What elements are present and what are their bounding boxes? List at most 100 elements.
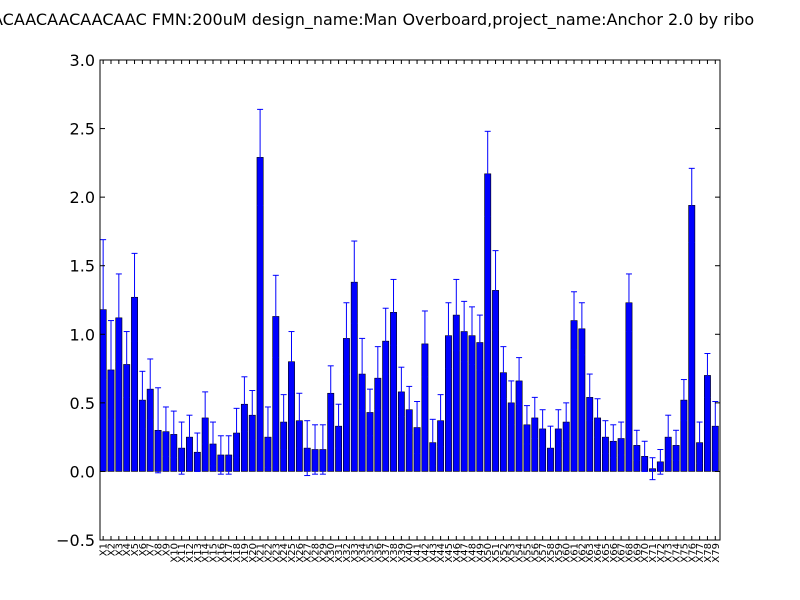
x-tick-label: X59	[554, 543, 565, 563]
error-bar-X19	[241, 376, 248, 433]
x-tick-label: X76	[687, 543, 698, 563]
x-tick-label: X3	[114, 543, 125, 556]
x-tick-label: X67	[617, 543, 628, 563]
error-bar-X5	[131, 252, 138, 342]
y-tick-label: 2.0	[70, 188, 95, 207]
error-bar-X47	[461, 300, 468, 363]
error-bar-X12	[186, 414, 193, 460]
error-bar-X45	[445, 302, 452, 370]
x-tick-label: X55	[522, 543, 533, 563]
x-tick-label: X72	[656, 543, 667, 563]
x-tick-label: X46	[452, 543, 463, 563]
error-bar-X46	[453, 278, 460, 352]
error-bar-X62	[578, 302, 585, 356]
error-bar-X29	[319, 424, 326, 475]
x-tick-label: X70	[640, 543, 651, 563]
bar-X50	[484, 173, 492, 472]
x-tick-label: X74	[672, 543, 683, 563]
error-bar-X66	[610, 424, 617, 459]
error-bar-X4	[123, 331, 130, 398]
error-bar-X74	[673, 429, 680, 461]
y-tick-label: 0.0	[70, 462, 95, 481]
error-bar-X23	[272, 274, 279, 359]
error-bar-X77	[696, 421, 703, 464]
y-tick-label: 0.5	[70, 394, 95, 413]
x-tick-label: X47	[460, 543, 471, 563]
error-bar-X33	[351, 240, 358, 324]
error-bar-X25	[288, 331, 295, 393]
error-bar-X75	[680, 379, 687, 422]
y-tick-label: 3.0	[70, 51, 95, 70]
x-tick-label: X24	[279, 543, 290, 563]
error-bar-X59	[555, 409, 562, 449]
x-tick-label: X14	[201, 543, 212, 563]
x-tick-label: X45	[444, 543, 455, 563]
error-bar-X68	[625, 273, 632, 333]
x-tick-label: X27	[303, 543, 314, 563]
x-tick-label: X77	[695, 543, 706, 563]
chart-title: ACAACAACAACAAC FMN:200uM design_name:Man…	[0, 10, 754, 30]
x-tick-label: X1	[99, 543, 110, 556]
error-bar-X38	[390, 278, 397, 346]
y-tick-label: −0.5	[56, 531, 95, 550]
error-bar-X6	[139, 370, 146, 430]
x-tick-label: X29	[318, 543, 329, 563]
x-tick-label: X51	[491, 543, 502, 563]
x-tick-label: X44	[436, 543, 447, 563]
x-tick-label: X33	[350, 543, 361, 563]
x-tick-label: X26	[295, 543, 306, 563]
error-bar-X22	[264, 406, 271, 468]
x-tick-label: X36	[373, 543, 384, 563]
x-tick-label: X66	[609, 543, 620, 563]
error-bar-X20	[249, 390, 256, 441]
x-tick-label: X31	[334, 543, 345, 563]
error-bar-X8	[155, 387, 162, 474]
x-tick-label: X6	[138, 543, 149, 556]
x-tick-label: X54	[515, 543, 526, 563]
error-bar-X7	[147, 358, 154, 420]
x-tick-label: X60	[562, 543, 573, 563]
error-bar-X48	[469, 306, 475, 365]
error-bar-X76	[688, 167, 695, 243]
y-tick-label: 1.5	[70, 257, 95, 276]
x-tick-label: X18	[232, 543, 243, 563]
error-bar-X14	[202, 391, 209, 445]
x-tick-label: X50	[483, 543, 494, 563]
y-axis: −0.5 0.0 0.5 1.0 1.5 2.0 2.5 3.0	[56, 51, 720, 550]
x-axis: X1X2X3X4X5X6X7X8X9X10X11X12X13X14X15X16X…	[99, 60, 722, 563]
error-bar-X26	[296, 392, 303, 449]
error-bar-X2	[107, 320, 114, 420]
error-bar-X17	[225, 435, 232, 475]
error-bar-X39	[398, 366, 405, 418]
error-bars-group	[100, 108, 719, 481]
error-bar-X40	[406, 385, 413, 434]
x-tick-label: X48	[468, 543, 479, 563]
y-tick-label: 2.5	[70, 120, 95, 139]
error-bar-X61	[571, 291, 578, 350]
x-tick-label: X34	[358, 543, 369, 563]
x-tick-label: X15	[209, 543, 220, 563]
x-tick-label: X16	[216, 543, 227, 563]
error-bar-X44	[437, 394, 444, 448]
error-bar-X18	[233, 407, 240, 459]
error-bar-X52	[500, 346, 507, 400]
error-bar-X53	[508, 380, 515, 426]
error-bar-X36	[374, 346, 381, 411]
error-bar-X78	[704, 352, 711, 398]
x-tick-label: X21	[256, 543, 267, 563]
error-bar-X16	[217, 435, 224, 475]
error-bar-X49	[476, 314, 483, 371]
error-bar-X9	[162, 406, 169, 457]
x-tick-label: X43	[428, 543, 439, 563]
error-bar-X42	[421, 310, 428, 378]
error-bar-X72	[657, 448, 664, 475]
error-bar-X73	[665, 414, 672, 460]
x-tick-label: X65	[601, 543, 612, 563]
error-bar-X70	[641, 440, 648, 472]
x-tick-label: X9	[161, 543, 172, 556]
error-bar-X28	[312, 424, 319, 475]
x-tick-label: X73	[664, 543, 675, 563]
x-tick-label: X78	[703, 543, 714, 563]
x-tick-label: X22	[263, 543, 274, 563]
error-bar-X79	[712, 400, 719, 452]
